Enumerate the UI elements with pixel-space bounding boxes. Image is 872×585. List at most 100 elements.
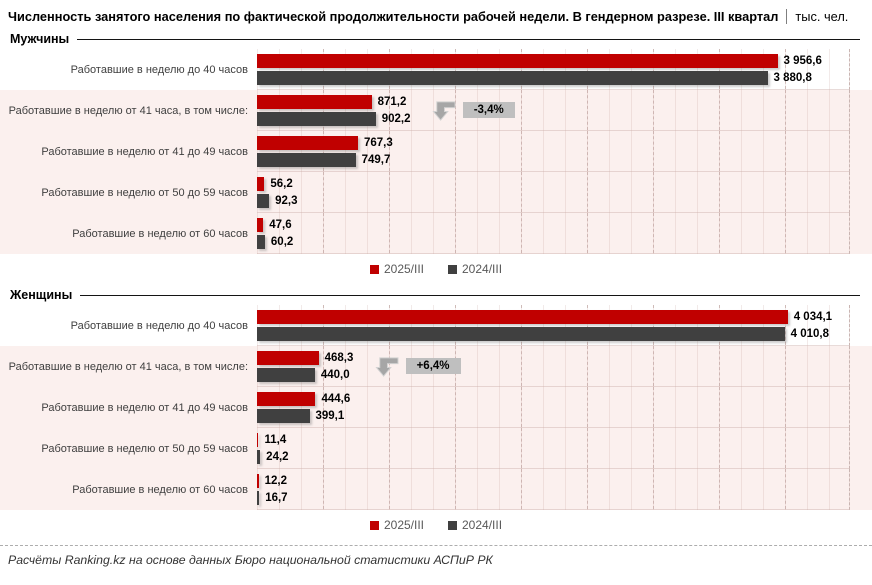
chart-row: Работавшие в неделю до 40 часов 4 034,1 4 …: [0, 305, 872, 347]
bar-value-label: 24,2: [266, 451, 289, 464]
grid-dashed-line: [455, 469, 456, 510]
bar-2024-III: [257, 491, 260, 506]
grid-dashed-line: [785, 387, 786, 428]
grid-dashed-line: [653, 428, 654, 469]
legend-swatch-2025-icon: [369, 520, 379, 530]
plot-area: 47,6 60,2: [257, 213, 850, 255]
category-label: Работавшие в неделю от 60 часов: [72, 483, 248, 496]
grid-dashed-line: [389, 305, 390, 346]
bar-2025-III: [257, 310, 788, 325]
chart-row: Работавшие в неделю от 41 до 49 часов 444…: [0, 387, 872, 429]
grid-dashed-line: [455, 428, 456, 469]
bar-2024-III: [257, 71, 768, 86]
bar-value-label: 902,2: [381, 113, 411, 126]
grid-dashed-line: [587, 172, 588, 213]
change-callout: -3,4%: [431, 97, 515, 123]
bar-row-2024-III: 16,7: [257, 491, 849, 506]
grid-dashed-line: [653, 346, 654, 387]
grid-dashed-line: [521, 428, 522, 469]
bar-row-2025-III: 56,2: [257, 177, 849, 192]
bar-value-label: 4 010,8: [790, 328, 830, 341]
bar-row-2025-III: 47,6: [257, 218, 849, 233]
grid-dashed-line: [389, 172, 390, 213]
grid-dashed-line: [521, 90, 522, 131]
grid-dashed-line: [323, 90, 324, 131]
grid-dashed-line: [455, 172, 456, 213]
grid-dashed-line: [389, 90, 390, 131]
grid-dashed-line: [521, 172, 522, 213]
category-label: Работавшие в неделю от 50 до 59 часов: [41, 186, 248, 199]
bar-2024-III: [257, 235, 265, 250]
grid-dashed-line: [323, 346, 324, 387]
grid-dashed-line: [323, 305, 324, 346]
plot-area: 4 034,1 4 010,8: [257, 305, 850, 347]
grid-dashed-line: [587, 90, 588, 131]
bar-row-2024-III: 399,1: [257, 409, 849, 424]
grid-dashed-line: [785, 131, 786, 172]
plot-area: 56,2 92,3: [257, 172, 850, 214]
plot-area: 767,3 749,7: [257, 131, 850, 173]
bar-value-label: 749,7: [361, 154, 391, 167]
section-title: Женщины: [10, 288, 73, 303]
grid-dashed-line: [587, 49, 588, 90]
section-men: Мужчины Работавшие в неделю до 40 часов 3…: [0, 29, 872, 285]
grid-dashed-line: [719, 49, 720, 90]
plot-area: 12,2 16,7: [257, 469, 850, 511]
grid-dashed-line: [719, 346, 720, 387]
grid-dashed-line: [785, 469, 786, 510]
section-women: Женщины Работавшие в неделю до 40 часов 4…: [0, 285, 872, 541]
grid-dashed-line: [653, 131, 654, 172]
grid-dashed-line: [389, 49, 390, 90]
bar-value-label: 47,6: [269, 219, 292, 232]
legend-swatch-2024-icon: [448, 520, 457, 530]
grid-dashed-line: [587, 469, 588, 510]
bar-row-2025-III: 12,2: [257, 474, 849, 489]
grid-dashed-line: [455, 387, 456, 428]
bent-arrow-icon: [432, 101, 456, 121]
grid-dashed-line: [719, 90, 720, 131]
bar-2025-III: [257, 218, 264, 233]
bar-2024-III: [257, 153, 356, 168]
bar-2024-III: [257, 368, 315, 383]
bar-row-2024-III: 3 880,8: [257, 71, 849, 86]
grid-dashed-line: [323, 428, 324, 469]
bar-row-2025-III: 444,6: [257, 392, 849, 407]
grid-dashed-line: [455, 213, 456, 254]
bar-2025-III: [257, 54, 778, 69]
grid-dashed-line: [521, 131, 522, 172]
bar-row-2025-III: 4 034,1: [257, 310, 849, 325]
section-rule: [80, 294, 860, 296]
plot-area: 871,2 902,2 -3,4%: [257, 90, 850, 132]
grid-dashed-line: [587, 387, 588, 428]
chart-row: Работавшие в неделю до 40 часов 3 956,6 3 …: [0, 49, 872, 91]
bar-2025-III: [257, 95, 372, 110]
bar-value-label: 871,2: [377, 96, 407, 109]
grid-dashed-line: [719, 172, 720, 213]
legend-label: 2024/III: [462, 262, 503, 277]
grid-dashed-line: [323, 213, 324, 254]
category-label: Работавшие в неделю от 50 до 59 часов: [41, 442, 248, 455]
grid-dashed-line: [653, 90, 654, 131]
grid-dashed-line: [521, 49, 522, 90]
grid-dashed-line: [323, 49, 324, 90]
section-header-men: Мужчины: [0, 29, 872, 49]
legend-item-2025: 2025/III: [369, 262, 424, 276]
bar-value-label: 16,7: [265, 492, 288, 505]
bar-row-2024-III: 92,3: [257, 194, 849, 209]
category-label: Работавшие в неделю от 41 часа, в том чи…: [8, 104, 248, 117]
grid-dashed-line: [323, 469, 324, 510]
callout-value-badge: +6,4%: [405, 358, 461, 375]
bar-row-2025-III: 3 956,6: [257, 54, 849, 69]
grid-dashed-line: [455, 305, 456, 346]
bar-value-label: 468,3: [324, 352, 354, 365]
grid-dashed-line: [719, 131, 720, 172]
grid-dashed-line: [785, 90, 786, 131]
bar-2025-III: [257, 392, 316, 407]
bar-row-2025-III: 468,3: [257, 351, 849, 366]
grid-dashed-line: [785, 213, 786, 254]
grid-dashed-line: [521, 346, 522, 387]
chart-row: Работавшие в неделю от 50 до 59 часов 56,…: [0, 172, 872, 214]
grid-dashed-line: [653, 305, 654, 346]
bar-chart-women: Работавшие в неделю до 40 часов 4 034,1 4 …: [0, 305, 872, 511]
legend-label: 2024/III: [462, 518, 503, 533]
